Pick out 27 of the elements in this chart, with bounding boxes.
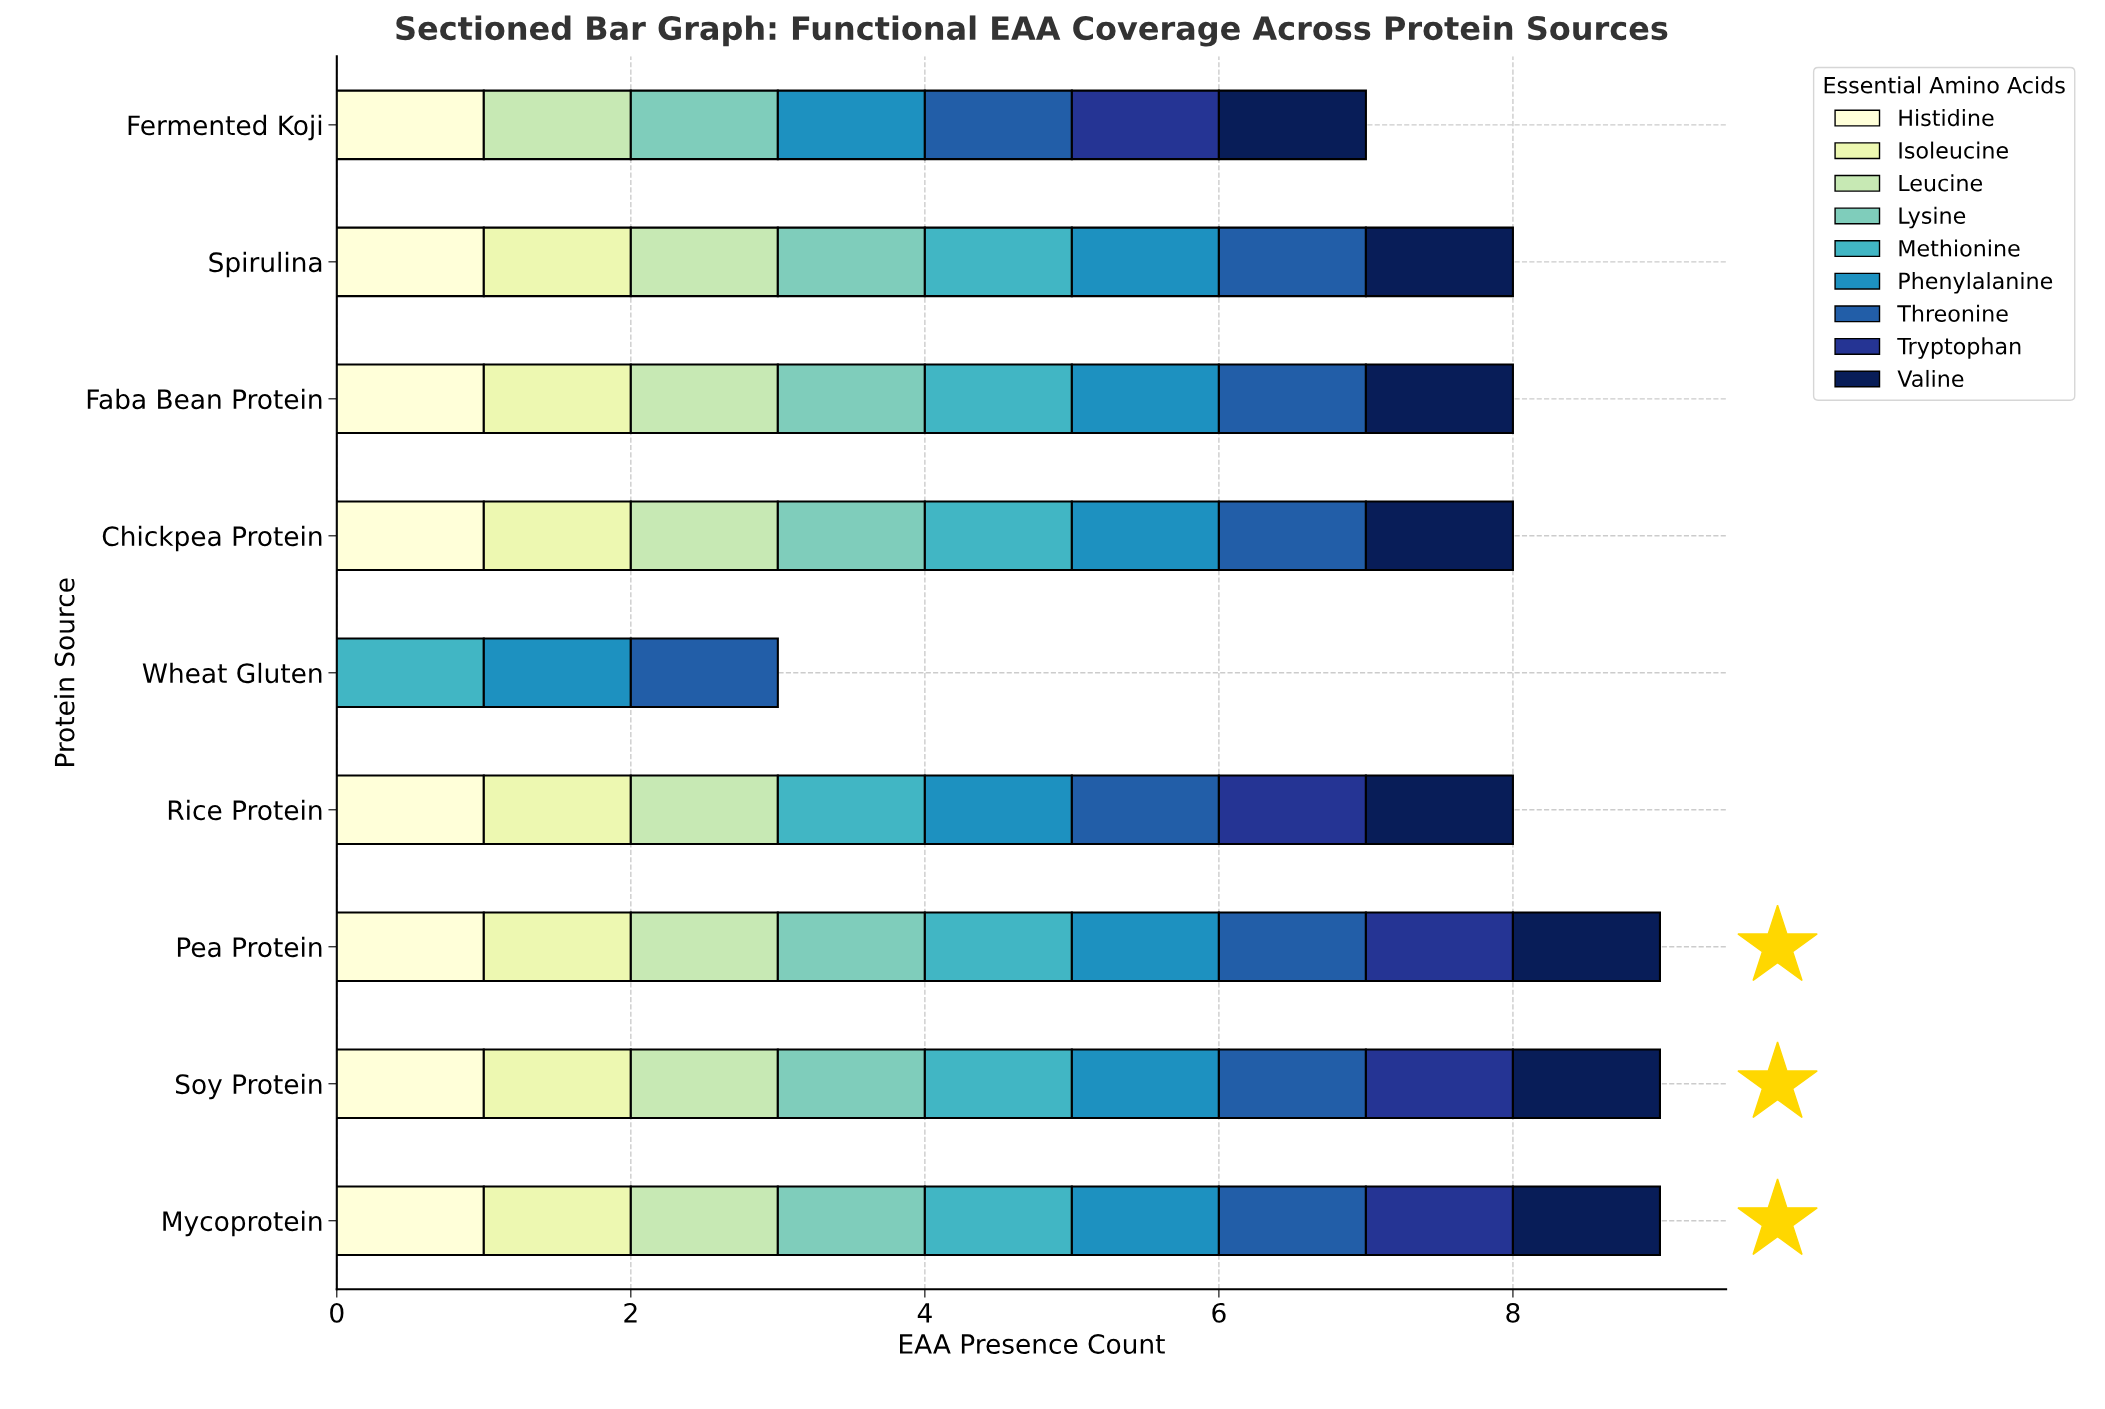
x-axis-title: EAA Presence Count [900,1333,1165,1354]
legend-label: Tryptophan [1897,337,2021,359]
x-tick-label: 2 [624,1302,637,1323]
legend-label: Histidine [1899,108,1994,127]
legend-label: Phenylalanine [1899,272,2053,294]
legend-label: Leucine [1899,174,1983,192]
y-tick-label: Fermented Koji [128,114,322,141]
x-tick-label: 4 [917,1303,932,1323]
y-tick-label: Wheat Gluten [142,662,322,684]
y-tick-label: Pea Protein [177,936,322,958]
y-tick-label: Chickpea Protein [102,525,322,552]
legend-label: Methionine [1899,239,2020,257]
y-tick-label: Faba Bean Protein [87,388,322,410]
legend-label: Lysine [1899,206,1966,229]
x-tick-label: 0 [330,1302,344,1323]
legend-label: Valine [1897,369,1964,388]
y-tick-label: Mycoprotein [163,1210,322,1237]
x-tick-label: 6 [1212,1302,1226,1323]
chart-title: Sectioned Bar Graph: Functional EAA Coverage Across Protein Sources [396,15,1668,47]
y-tick-label: Soy Protein [175,1073,322,1100]
y-tick-label: Spirulina [209,251,322,278]
legend-label: Threonine [1897,304,2008,322]
y-tick-label: Rice Protein [168,799,322,821]
x-tick-label: 8 [1506,1302,1520,1323]
legend-title: Essential Amino Acids [1824,76,2065,94]
y-axis-title: Protein Source [54,578,75,766]
legend-label: Isoleucine [1899,141,2008,159]
